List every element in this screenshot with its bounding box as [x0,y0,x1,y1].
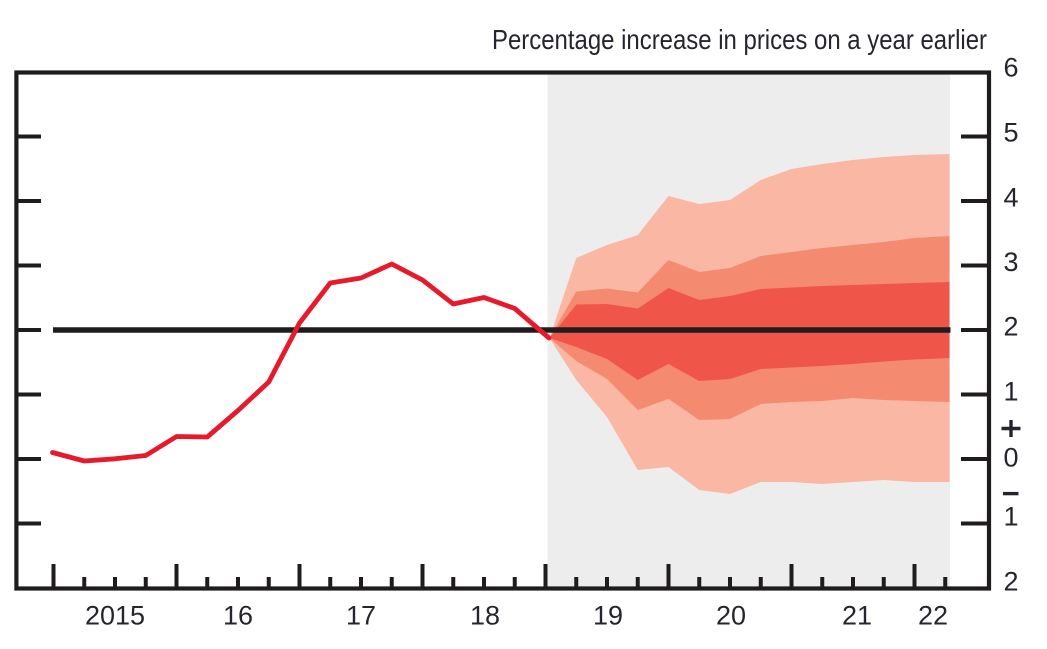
svg-text:22: 22 [918,601,948,631]
svg-text:21: 21 [842,601,872,631]
svg-text:Percentage increase in prices: Percentage increase in prices on a year … [492,24,987,55]
svg-text:4: 4 [1003,183,1018,213]
svg-text:19: 19 [593,601,623,631]
svg-text:5: 5 [1003,118,1018,148]
svg-text:2015: 2015 [85,601,145,631]
svg-text:20: 20 [716,601,746,631]
svg-text:6: 6 [1003,53,1018,83]
svg-text:2: 2 [1003,567,1018,597]
svg-text:18: 18 [470,601,500,631]
svg-text:0: 0 [1003,443,1018,473]
svg-text:2: 2 [1003,312,1018,342]
svg-text:1: 1 [1003,502,1018,532]
svg-text:3: 3 [1003,247,1018,277]
svg-text:17: 17 [346,601,376,631]
svg-text:1: 1 [1003,377,1018,407]
svg-text:16: 16 [223,601,253,631]
